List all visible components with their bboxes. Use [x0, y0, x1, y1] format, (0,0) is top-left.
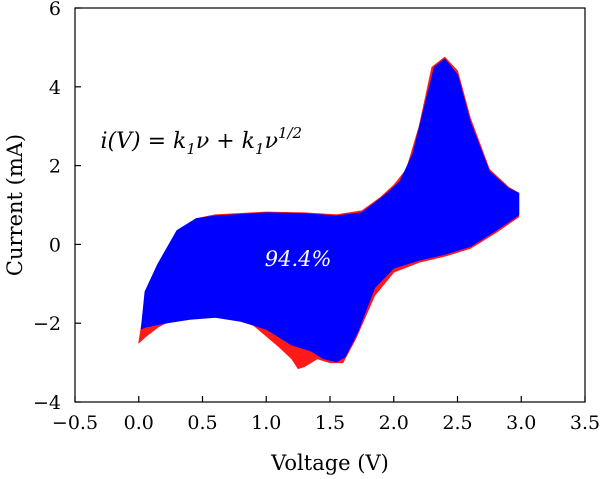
ticks-layer: −0.5 0.0 0.5 1.0 1.5 2.0 2.5 3.0 3.5 −4 −2 0 2 4 6 [33, 0, 600, 434]
plot-layer [138, 56, 520, 369]
y-tick-label: 0 [49, 234, 61, 256]
x-tick-label: 3.0 [506, 412, 536, 434]
y-tick-label: 2 [49, 156, 61, 178]
x-tick-label: 3.5 [570, 412, 600, 434]
x-tick-label: 0.5 [187, 412, 217, 434]
y-axis-label: Current (mA) [3, 134, 27, 276]
y-tick-label: 6 [49, 0, 61, 20]
equation-annotation: i(V) = k1ν + k1ν1/2 [101, 124, 303, 158]
x-tick-label: 1.0 [251, 412, 281, 434]
x-tick-label: −0.5 [52, 412, 98, 434]
x-tick-label: 1.5 [315, 412, 345, 434]
y-tick-label: −2 [33, 313, 61, 335]
y-tick-label: −4 [33, 392, 61, 414]
x-tick-label: 2.5 [442, 412, 472, 434]
percentage-annotation: 94.4% [265, 247, 332, 271]
x-tick-label: 0.0 [124, 412, 154, 434]
x-axis-label: Voltage (V) [270, 451, 389, 475]
y-tick-label: 4 [49, 77, 61, 99]
x-tick-label: 2.0 [379, 412, 409, 434]
cv-area-series-2 [140, 58, 520, 363]
